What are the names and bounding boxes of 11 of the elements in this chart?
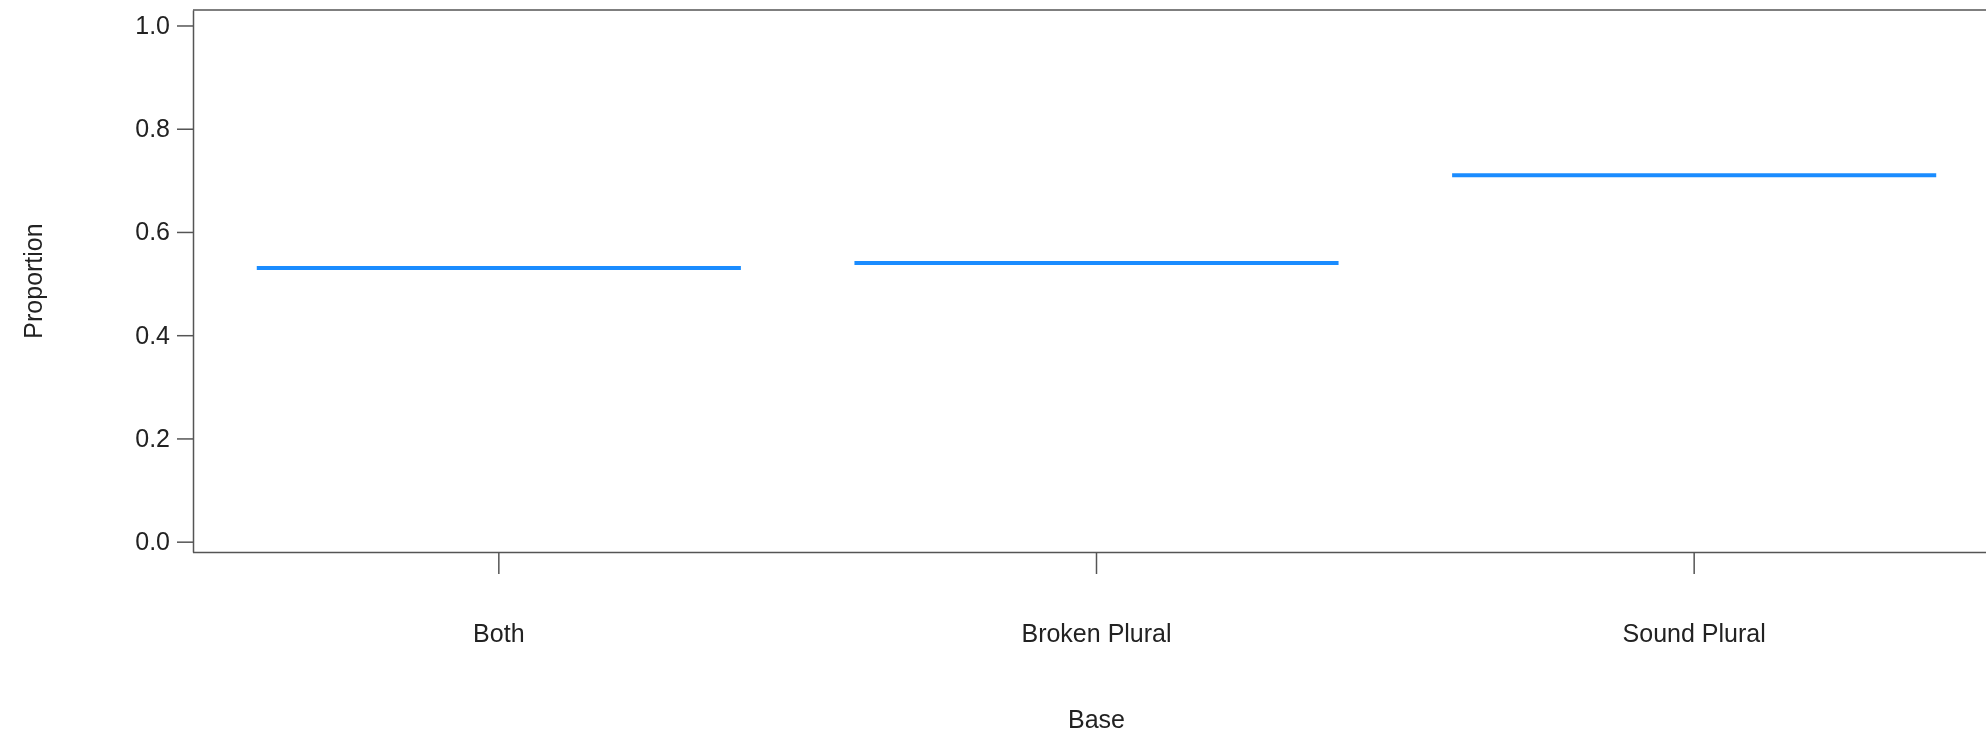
x-tick-label: Both xyxy=(473,619,525,647)
y-tick-label: 0.2 xyxy=(135,423,170,452)
y-tick-label: 0.4 xyxy=(135,320,171,349)
x-tick-label: Sound Plural xyxy=(1622,619,1766,647)
y-tick-label: 0.0 xyxy=(135,527,170,556)
x-tick-label: Broken Plural xyxy=(1021,619,1172,647)
y-tick-label: 1.0 xyxy=(135,10,170,39)
x-axis-title: Base xyxy=(1068,705,1125,733)
y-tick-label: 0.8 xyxy=(135,114,170,143)
y-axis-title: Proportion xyxy=(19,223,47,339)
y-tick-label: 0.6 xyxy=(135,217,170,246)
